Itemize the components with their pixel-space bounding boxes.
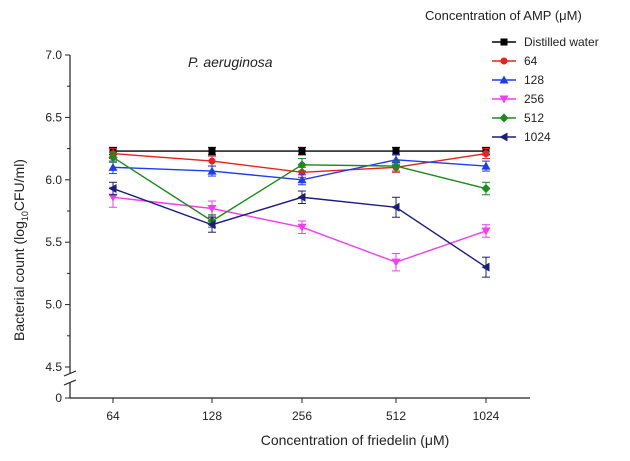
series-line [112,187,487,268]
data-point [392,147,400,155]
y-axis-title-end: CFU/ml) [11,159,27,211]
y-tick-label: 4.5 [45,360,62,374]
legend-title: Concentration of AMP (μM) [425,8,582,23]
data-point [481,227,491,236]
y-axis-title-main: Bacterial count (log [11,221,27,341]
data-point [391,202,400,212]
data-point [481,262,490,272]
species-annotation: P. aeruginosa [188,54,273,70]
y-tick-label: 5.5 [45,235,62,249]
data-point [481,184,491,194]
x-tick-label: 128 [202,409,222,423]
y-axis-title-subscript: 10 [20,211,30,221]
y-tick-label: 6.5 [45,110,62,124]
legend-label: 512 [524,111,544,125]
data-point [297,223,307,232]
series-layer [108,146,491,278]
data-point [297,175,307,184]
legend-marker [500,57,508,65]
x-tick-label: 1024 [473,409,500,423]
legend-item: 64 [492,54,538,68]
data-point [298,147,306,155]
series-2 [108,154,491,186]
y-tick-label: 0 [55,391,62,405]
x-tick-label: 256 [292,409,312,423]
data-point [207,166,217,175]
series-4 [108,151,491,228]
y-tick-label: 5.0 [45,298,62,312]
legend-label: 64 [524,54,538,68]
legend-label: 1024 [524,130,551,144]
legend-label: Distilled water [524,35,599,49]
legend-marker [499,75,509,84]
data-point [482,150,490,158]
data-point [208,147,216,155]
series-5 [108,181,490,278]
data-point [297,192,306,202]
y-tick-label: 6.0 [45,173,62,187]
series-0 [109,146,490,156]
data-point [108,162,118,171]
y-axis-break-mark [63,379,77,386]
y-axis-title: Bacterial count (log10CFU/ml) [11,159,30,341]
legend-item: 512 [492,111,544,125]
x-tick-label: 64 [106,409,120,423]
data-point [391,258,401,267]
x-tick-label: 512 [386,409,406,423]
x-axis-title: Concentration of friedelin (μM) [261,432,450,448]
legend-label: 128 [524,73,544,87]
data-point [108,193,118,202]
y-tick-label: 7.0 [45,48,62,62]
legend-item: 128 [492,73,544,87]
data-point [108,152,118,162]
data-point [108,184,117,194]
legend-marker [499,113,509,123]
data-point [208,157,216,165]
legend-marker [499,95,509,104]
legend-item: 1024 [492,130,551,144]
legend-item: Distilled water [492,35,599,49]
series-3 [108,186,491,272]
data-point [481,161,491,170]
data-point [298,168,306,176]
legend-label: 256 [524,92,544,106]
axes: 0 4.5 5.0 5.5 6.0 6.5 7.0 64 128 256 512 1024 [45,48,530,423]
data-point [297,160,307,170]
legend-marker [499,132,508,142]
legend-marker [500,38,508,46]
data-point [207,220,216,230]
data-point [391,161,401,171]
legend-item: 256 [492,92,544,106]
y-axis-break-mark [63,370,77,377]
data-point [207,205,217,214]
series-line [112,156,487,222]
legend: Distilled water 64 128 256 512 1024 [492,35,599,144]
